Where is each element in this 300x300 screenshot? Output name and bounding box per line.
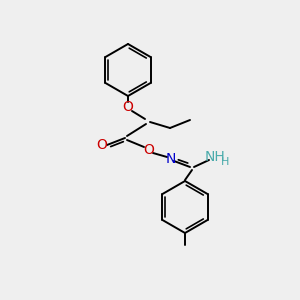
Text: N: N bbox=[166, 152, 176, 166]
Text: O: O bbox=[144, 143, 154, 157]
Text: O: O bbox=[123, 100, 134, 114]
Text: H: H bbox=[221, 157, 229, 167]
Text: NH: NH bbox=[205, 150, 225, 164]
Text: O: O bbox=[97, 138, 107, 152]
